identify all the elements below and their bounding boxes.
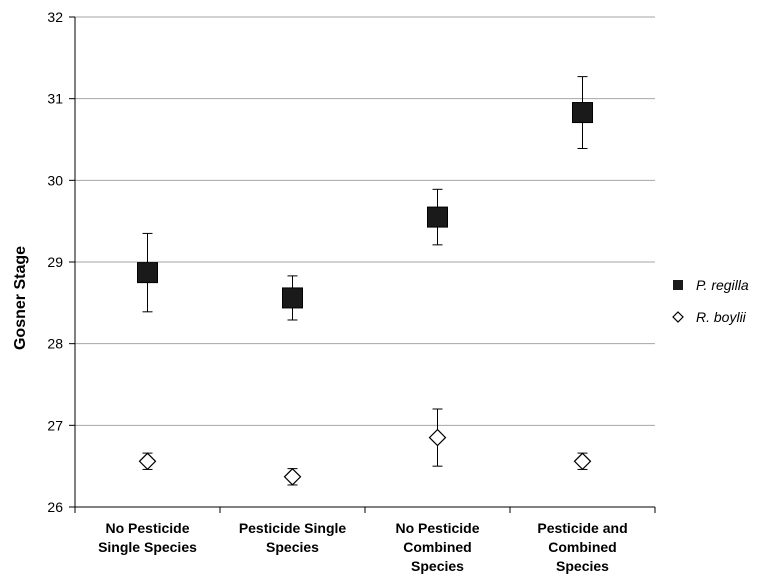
x-tick-label-line: Combined xyxy=(403,539,471,555)
x-tick-label: Pesticide Single Species xyxy=(239,520,347,555)
data-markers xyxy=(137,102,593,486)
y-tick-label: 27 xyxy=(47,417,63,433)
data-point-square xyxy=(137,262,158,284)
error-bars xyxy=(142,76,588,486)
y-tick-label: 26 xyxy=(47,499,63,515)
x-tick-label-line: No Pesticide xyxy=(105,520,189,536)
y-tick-label: 28 xyxy=(47,336,63,352)
x-tick-label-line: Species xyxy=(411,558,464,574)
x-tick-label: No Pesticide Single Species xyxy=(98,520,197,555)
gridlines xyxy=(75,16,655,426)
x-tick-label-line: Pesticide Single xyxy=(239,520,347,536)
x-tick-label-line: Single Species xyxy=(98,539,197,555)
x-tick-label-line: No Pesticide xyxy=(395,520,479,536)
y-tick-label: 30 xyxy=(47,172,63,188)
x-tick-label: No Pesticide Combined Species xyxy=(395,520,479,574)
data-point-diamond xyxy=(573,452,592,471)
x-tick-label-line: Species xyxy=(266,539,319,555)
legend-marker-square xyxy=(673,280,683,290)
legend-label: R. boylii xyxy=(696,309,747,325)
data-point-diamond xyxy=(428,428,447,447)
data-point-diamond xyxy=(283,467,302,486)
x-tick-label: Pesticide and Combined Species xyxy=(537,520,627,574)
legend-label: P. regilla xyxy=(696,277,749,293)
legend: P. regilla R. boylii xyxy=(672,277,749,325)
y-tick-label: 32 xyxy=(47,9,63,25)
x-tick-label-line: Pesticide and xyxy=(537,520,627,536)
y-tick-label: 29 xyxy=(47,254,63,270)
x-tick-label-line: Species xyxy=(556,558,609,574)
x-tick-labels: No Pesticide Single Species Pesticide Sing… xyxy=(98,520,628,574)
legend-marker-diamond xyxy=(672,311,684,323)
data-point-square xyxy=(282,287,303,309)
axes xyxy=(69,16,656,513)
data-point-square xyxy=(427,206,448,228)
y-axis-label: Gosner Stage xyxy=(12,246,29,350)
data-point-diamond xyxy=(138,452,157,471)
y-tick-label: 31 xyxy=(47,91,63,107)
data-point-square xyxy=(572,102,593,124)
x-tick-label-line: Combined xyxy=(548,539,616,555)
y-tick-labels: 26 27 28 29 30 31 32 xyxy=(47,9,63,515)
